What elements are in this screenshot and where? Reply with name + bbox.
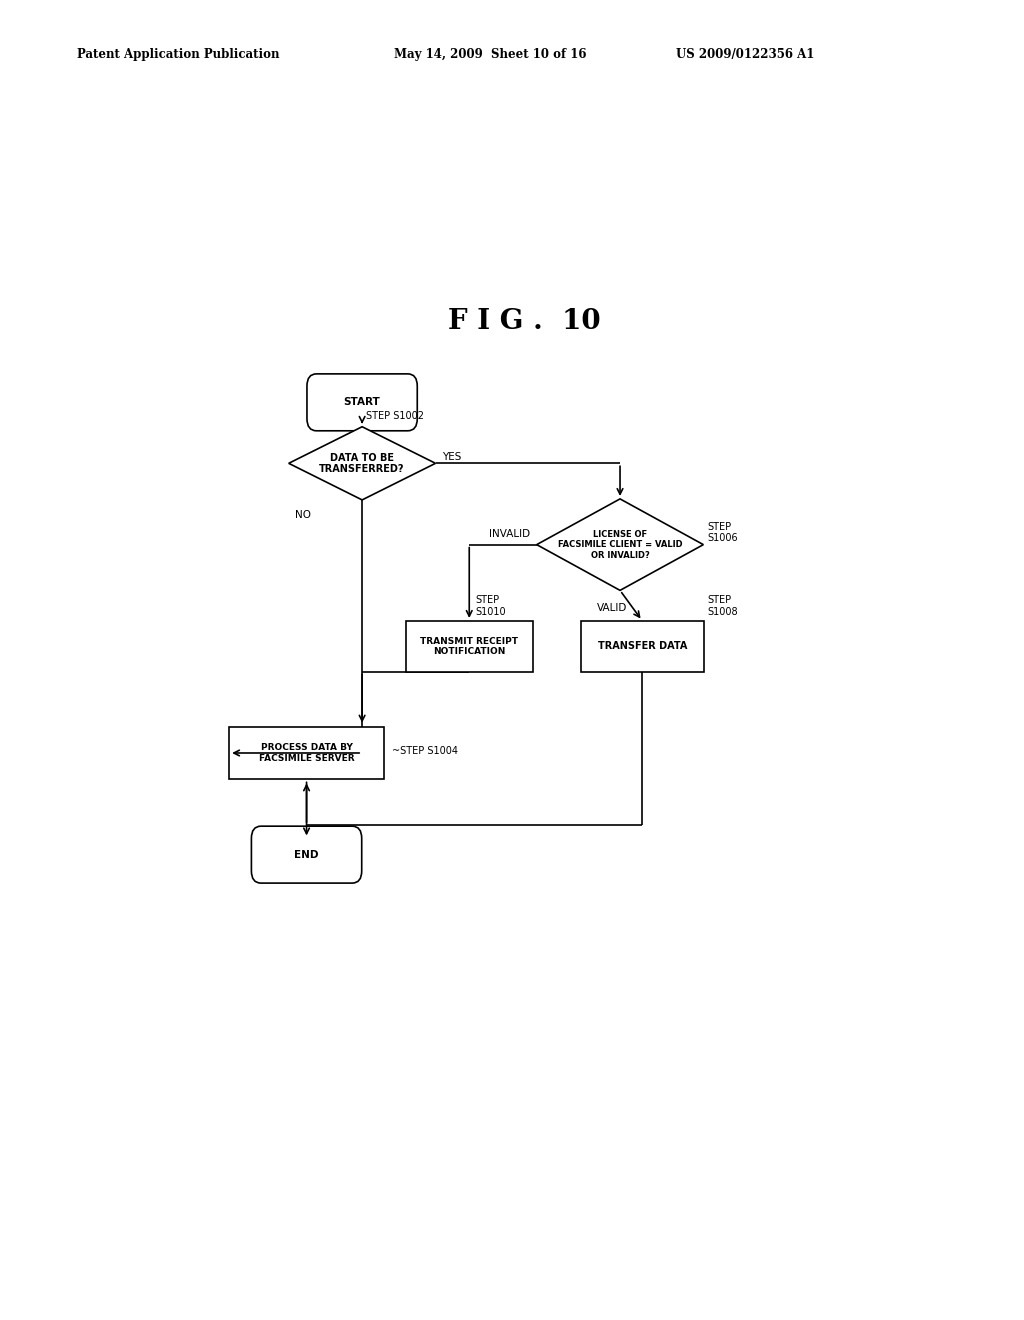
Text: TRANSFER DATA: TRANSFER DATA [598,642,687,651]
FancyBboxPatch shape [252,826,361,883]
Text: NO: NO [295,510,311,520]
Bar [581,620,703,672]
Text: PROCESS DATA BY
FACSIMILE SERVER: PROCESS DATA BY FACSIMILE SERVER [259,743,354,763]
Text: ~STEP S1004: ~STEP S1004 [392,746,458,756]
Text: TRANSMIT RECEIPT
NOTIFICATION: TRANSMIT RECEIPT NOTIFICATION [420,636,518,656]
Text: DATA TO BE
TRANSFERRED?: DATA TO BE TRANSFERRED? [319,453,404,474]
Text: START: START [344,397,381,408]
Bar [229,726,384,779]
Text: END: END [294,850,318,859]
Text: LICENSE OF
FACSIMILE CLIENT = VALID
OR INVALID?: LICENSE OF FACSIMILE CLIENT = VALID OR I… [558,529,682,560]
Text: May 14, 2009  Sheet 10 of 16: May 14, 2009 Sheet 10 of 16 [394,48,587,61]
Text: US 2009/0122356 A1: US 2009/0122356 A1 [676,48,814,61]
Text: STEP
S1006: STEP S1006 [708,521,738,544]
Text: F I G .  10: F I G . 10 [449,308,601,334]
FancyBboxPatch shape [307,374,417,430]
Polygon shape [289,426,435,500]
Text: VALID: VALID [597,602,628,612]
Text: STEP
S1010: STEP S1010 [475,595,506,616]
Polygon shape [537,499,703,590]
Text: STEP S1002: STEP S1002 [367,411,424,421]
Text: INVALID: INVALID [489,529,530,540]
Bar [406,620,532,672]
Text: Patent Application Publication: Patent Application Publication [77,48,280,61]
Text: YES: YES [442,453,461,462]
Text: STEP
S1008: STEP S1008 [708,595,738,616]
